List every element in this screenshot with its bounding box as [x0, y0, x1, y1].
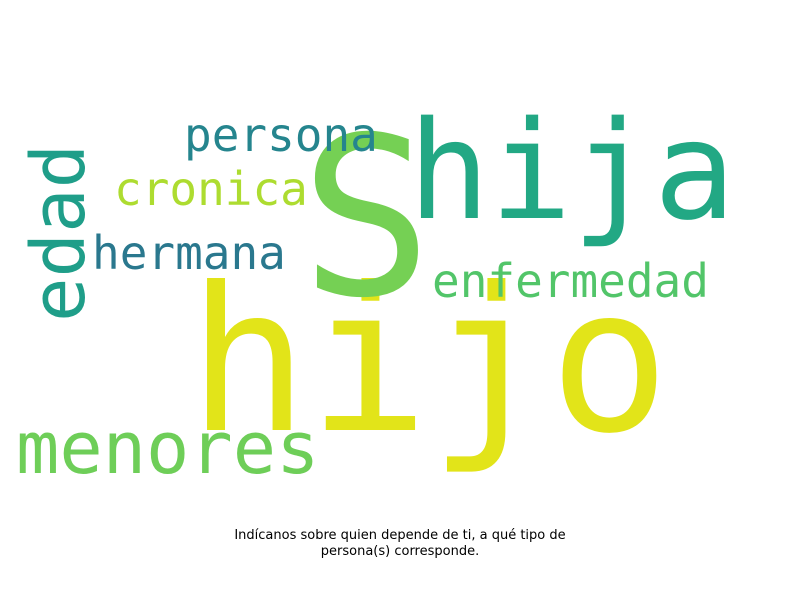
caption-line-2: persona(s) corresponde. [320, 544, 480, 559]
word-edad: edad [16, 143, 102, 322]
word-s: S [300, 90, 433, 346]
word-hija: hija [408, 93, 736, 251]
word-enfermedad: enfermedad [432, 254, 709, 308]
word-menores: menores [16, 406, 320, 490]
caption: Indícanos sobre quien depende de ti, a q… [150, 528, 650, 560]
caption-line-1: Indícanos sobre quien depende de ti, a q… [234, 528, 566, 543]
word-hijo: hijo [188, 245, 670, 478]
word-hermana: hermana [92, 226, 286, 280]
word-cronica: cronica [114, 162, 308, 216]
word-persona: persona [184, 108, 378, 162]
